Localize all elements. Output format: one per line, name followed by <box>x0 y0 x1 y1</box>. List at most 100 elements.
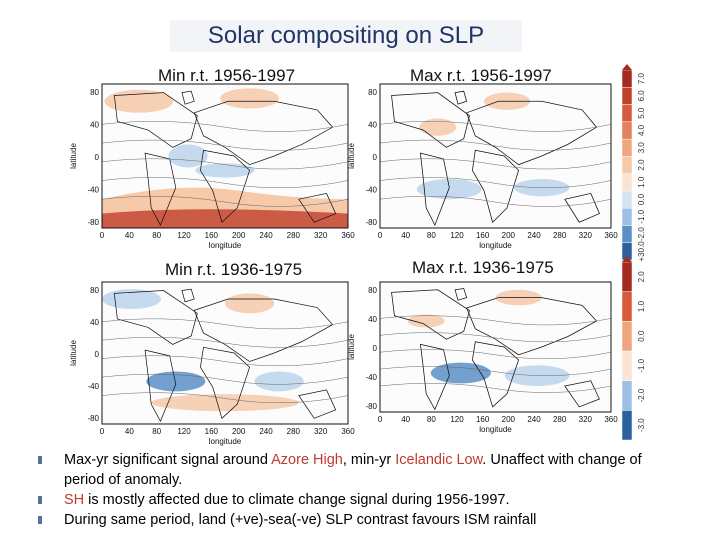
y-tick-label: -80 <box>87 218 99 227</box>
slp-contour <box>101 318 349 330</box>
continent-outline <box>565 193 600 222</box>
map-frame <box>379 281 612 413</box>
slp-contour <box>101 392 349 404</box>
x-tick-label: 120 <box>177 427 191 436</box>
slp-contour <box>379 349 612 360</box>
y-tick-label: 80 <box>90 88 99 97</box>
continent-outline <box>455 289 467 301</box>
x-axis-label: longitude <box>479 425 512 434</box>
colorbar-cell <box>621 291 633 322</box>
bullet-text: . Unaffect with change of period of anom… <box>64 452 642 488</box>
x-tick-label: 160 <box>205 427 219 436</box>
colorbar-tick-label: 3.0 <box>637 142 646 154</box>
x-tick-label: 320 <box>579 231 593 240</box>
y-tick-label: 0 <box>373 344 378 353</box>
colorbar-cell <box>621 104 633 123</box>
x-tick-label: 120 <box>450 231 464 240</box>
y-tick-label: 0 <box>95 153 100 162</box>
map-frame <box>101 83 349 229</box>
y-axis-label: latitude <box>347 334 356 360</box>
continent-outline <box>299 390 336 418</box>
anomaly-region <box>168 144 208 168</box>
anomaly-region <box>419 118 457 136</box>
x-tick-label: 80 <box>152 231 161 240</box>
map-frame <box>379 83 612 229</box>
continent-outline <box>200 347 249 418</box>
slp-contour <box>379 121 612 132</box>
continent-outline <box>182 289 194 302</box>
y-tick-label: 0 <box>373 153 378 162</box>
panel-title-max-1936-1975: Max r.t. 1936-1975 <box>412 258 554 277</box>
sh-highlight: SH <box>64 492 85 508</box>
slp-contour <box>379 195 612 207</box>
x-tick-label: 360 <box>604 415 618 424</box>
x-tick-label: 40 <box>401 231 410 240</box>
anomaly-region <box>102 289 162 309</box>
anomaly-region <box>225 293 275 314</box>
colorbar-tick-label: 7.0 <box>637 73 646 85</box>
colorbar-arrow-icon <box>622 64 632 70</box>
x-axis-label: longitude <box>209 241 242 250</box>
y-tick-label: -80 <box>365 218 377 227</box>
slp-contour <box>379 315 612 326</box>
y-tick-label: 80 <box>368 286 377 295</box>
colorbar-tick-label: -2.0 <box>637 388 646 402</box>
slp-contour <box>379 366 612 376</box>
continent-outline <box>114 93 197 148</box>
bullet-marker <box>38 496 42 504</box>
icelandic-low-highlight: Icelandic Low <box>395 452 483 468</box>
x-tick-label: 280 <box>287 427 301 436</box>
continent-outline <box>467 101 597 164</box>
slp-contour <box>101 139 349 151</box>
colorbar-cell <box>621 261 633 292</box>
x-tick-label: 280 <box>553 415 567 424</box>
slp-contour <box>101 337 349 348</box>
anomaly-region <box>146 371 206 392</box>
continent-outline <box>392 290 470 339</box>
slide-title: Solar compositing on SLP <box>170 20 522 52</box>
colorbar-cell <box>621 350 633 381</box>
continent-outline <box>299 193 336 222</box>
anomaly-region <box>220 88 280 109</box>
x-tick-label: 200 <box>502 415 516 424</box>
bullet-item: SH is mostly affected due to climate cha… <box>38 490 678 510</box>
x-tick-label: 120 <box>450 415 464 424</box>
map-background <box>380 282 611 412</box>
map-plot <box>101 281 349 425</box>
x-tick-label: 120 <box>177 231 191 240</box>
slp-contour <box>101 177 349 189</box>
map-min-1956-1997: 0 40 80 120 160 200 240 280 320 360 longitude 80 40 0… <box>69 83 355 250</box>
y-tick-label: -80 <box>365 402 377 411</box>
panel-title-max-1956-1997: Max r.t. 1956-1997 <box>410 66 552 85</box>
x-tick-label: 40 <box>125 231 134 240</box>
colorbar-tick-label: -1.0 <box>637 209 646 223</box>
y-axis-label: latitude <box>69 143 78 169</box>
y-tick-label: 40 <box>90 318 99 327</box>
slp-contour <box>379 158 612 170</box>
colorbar-tick-label: -3.0 <box>637 418 646 432</box>
x-tick-label: 200 <box>232 427 246 436</box>
x-tick-label: 320 <box>579 415 593 424</box>
x-tick-label: 0 <box>100 231 105 240</box>
y-tick-label: -40 <box>87 186 99 195</box>
colorbar-arrow-icon <box>622 256 632 262</box>
x-tick-label: 320 <box>314 427 328 436</box>
colorbar-cell <box>621 410 633 441</box>
x-tick-label: 360 <box>341 427 355 436</box>
map-plot <box>379 83 612 229</box>
continent-outline <box>472 150 518 222</box>
bullet-item: Max-yr significant signal around Azore H… <box>38 450 678 490</box>
colorbar-tick-label: 0.0 <box>637 330 646 342</box>
anomaly-region <box>254 371 304 392</box>
y-axis-label: latitude <box>347 143 356 169</box>
x-tick-label: 280 <box>553 231 567 240</box>
map-plot <box>379 281 612 413</box>
x-tick-label: 0 <box>378 231 383 240</box>
slp-contour <box>101 355 349 367</box>
colorbar-cell <box>621 190 633 209</box>
x-tick-label: 280 <box>287 231 301 240</box>
continent-outline <box>194 299 332 361</box>
y-tick-label: -40 <box>87 382 99 391</box>
y-tick-label: -40 <box>365 373 377 382</box>
y-tick-label: 40 <box>90 121 99 130</box>
